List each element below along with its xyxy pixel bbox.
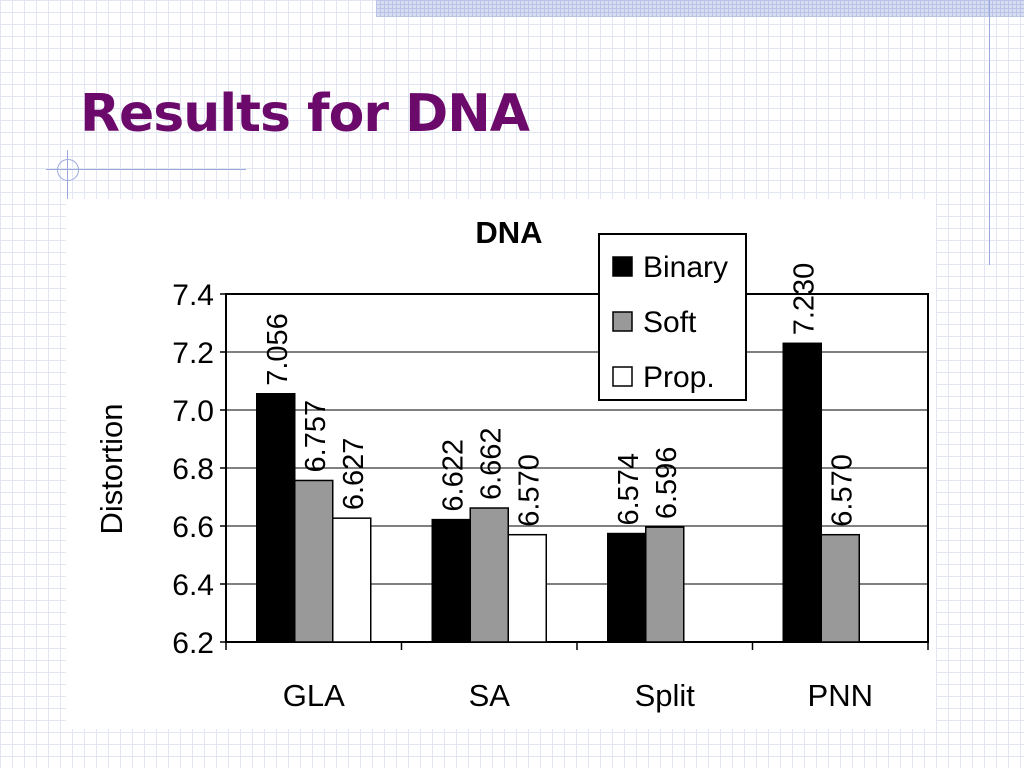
legend-label: Prop. (643, 361, 715, 394)
top-decorative-band (376, 0, 1024, 17)
legend-swatch (612, 311, 633, 332)
bar-binary (607, 532, 647, 643)
data-label: 6.627 (338, 438, 370, 511)
legend-label: Binary (643, 251, 728, 284)
y-tick-label: 7.0 (172, 395, 214, 428)
chart-title: DNA (475, 215, 542, 250)
data-label: 6.596 (651, 447, 683, 520)
bar-prop (332, 517, 372, 643)
bar-soft (469, 507, 509, 643)
bar-chart: DNADistortion6.26.46.66.87.07.27.47.0566… (94, 215, 929, 713)
legend-swatch (612, 366, 633, 387)
legend-label: Soft (643, 306, 697, 339)
y-tick-label: 6.4 (172, 569, 214, 602)
legend-swatch (612, 256, 633, 277)
data-label: 6.662 (475, 427, 507, 500)
decorative-horizontal-line (46, 169, 246, 170)
page-title: Results for DNA (80, 84, 530, 144)
data-label: 6.757 (300, 400, 332, 473)
y-tick-label: 7.2 (172, 337, 214, 370)
x-tick-label: PNN (808, 678, 873, 713)
y-tick-label: 6.6 (172, 511, 214, 544)
decorative-right-line (989, 0, 990, 265)
x-tick-label: SA (469, 678, 511, 713)
x-tick-label: Split (635, 678, 696, 713)
data-label: 6.570 (826, 454, 858, 527)
data-label: 6.622 (437, 439, 469, 512)
data-label: 6.570 (513, 454, 545, 527)
data-label: 7.230 (788, 263, 820, 336)
bar-prop (507, 533, 547, 643)
bar-soft (820, 533, 860, 643)
y-axis-label: Distortion (94, 404, 129, 535)
bar-binary (782, 342, 822, 643)
x-tick-label: GLA (283, 678, 345, 713)
bar-binary (431, 518, 471, 643)
bar-soft (645, 526, 685, 643)
bar-soft (294, 479, 334, 643)
decorative-circle (57, 159, 79, 181)
chart-panel: DNA Distortion 6.2 6.4 6.6 6.8 7.0 7.2 7.4 7.056 6… (66, 199, 936, 729)
data-label: 7.056 (262, 313, 294, 386)
data-label: 6.574 (613, 453, 645, 526)
y-tick-label: 6.8 (172, 453, 214, 486)
bar-binary (256, 393, 296, 643)
y-tick-label: 6.2 (172, 627, 214, 660)
y-tick-label: 7.4 (172, 279, 214, 312)
